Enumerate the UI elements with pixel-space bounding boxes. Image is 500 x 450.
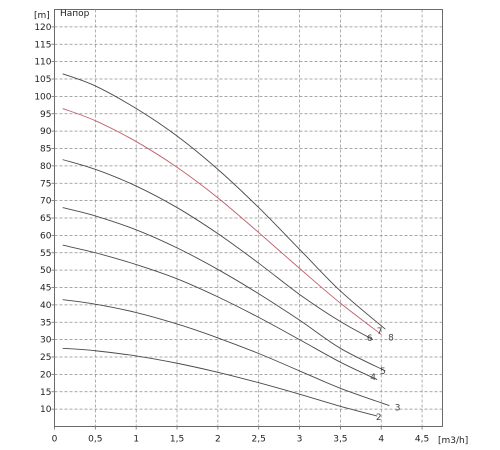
- y-tick-label: 25: [40, 353, 51, 363]
- y-axis-unit: [m]: [34, 11, 50, 21]
- x-tick-label: 4,5: [415, 435, 429, 445]
- plot-area: [54, 9, 443, 427]
- y-tick-label: 15: [40, 388, 51, 398]
- curve-label-4: 4: [370, 373, 376, 383]
- y-tick-label: 45: [40, 284, 51, 294]
- curve-label-8: 8: [388, 334, 394, 344]
- y-tick-label: 50: [40, 266, 52, 276]
- y-tick-labels: 10 15 20 25 30 35 40 45 50 55 60 65 70 75 80 85 90 95 100 1…: [34, 23, 51, 415]
- series-line-3: [62, 299, 390, 407]
- y-tick-label: 70: [40, 197, 52, 207]
- y-tick-label: 100: [34, 92, 51, 102]
- grid: [51, 9, 443, 430]
- y-tick-label: 65: [40, 214, 51, 224]
- y-tick-label: 75: [40, 179, 51, 189]
- x-tick-label: 0,5: [88, 435, 102, 445]
- x-tick-label: 4: [378, 435, 384, 445]
- y-tick-label: 35: [40, 318, 51, 328]
- y-tick-label: 120: [34, 23, 51, 33]
- y-tick-label: 105: [34, 75, 51, 85]
- x-tick-label: 3: [297, 435, 303, 445]
- x-tick-label: 3,5: [333, 435, 347, 445]
- x-tick-labels: 0 0,5 1 1,5 2 2,5 3 3,5 4 4,5: [52, 435, 430, 445]
- curve-label-6: 6: [367, 334, 373, 344]
- y-tick-label: 80: [40, 162, 52, 172]
- series-line-8: [62, 73, 386, 330]
- y-tick-label: 20: [40, 370, 52, 380]
- y-tick-label: 30: [40, 336, 52, 346]
- y-tick-label: 60: [40, 231, 52, 241]
- y-tick-label: 85: [40, 145, 51, 155]
- x-axis-unit: [m3/h]: [438, 436, 468, 446]
- x-tick-label: 0: [52, 435, 58, 445]
- y-tick-label: 10: [40, 405, 52, 415]
- x-tick-label: 2: [215, 435, 221, 445]
- curve-labels: 2 3 45 678: [367, 327, 401, 423]
- series-line-5: [62, 207, 386, 372]
- series-line-2: [62, 347, 378, 417]
- series-line-6: [62, 159, 374, 341]
- y-tick-label: 110: [34, 58, 51, 68]
- curve-label-7: 7: [377, 327, 383, 337]
- y-tick-label: 55: [40, 249, 51, 259]
- x-tick-label: 1: [133, 435, 139, 445]
- series-line-4: [62, 244, 378, 380]
- x-tick-label: 2,5: [252, 435, 266, 445]
- curve-label-2: 2: [376, 413, 382, 423]
- series-line-7: [62, 108, 382, 335]
- y-tick-label: 95: [40, 110, 51, 120]
- curve-label-5: 5: [380, 367, 386, 377]
- x-tick-label: 1,5: [170, 435, 184, 445]
- series-lines: [62, 73, 390, 417]
- y-tick-label: 115: [34, 40, 51, 50]
- curve-label-3: 3: [395, 403, 401, 413]
- y-tick-label: 40: [40, 301, 52, 311]
- chart-title: Напор: [60, 9, 90, 19]
- y-tick-label: 90: [40, 127, 52, 137]
